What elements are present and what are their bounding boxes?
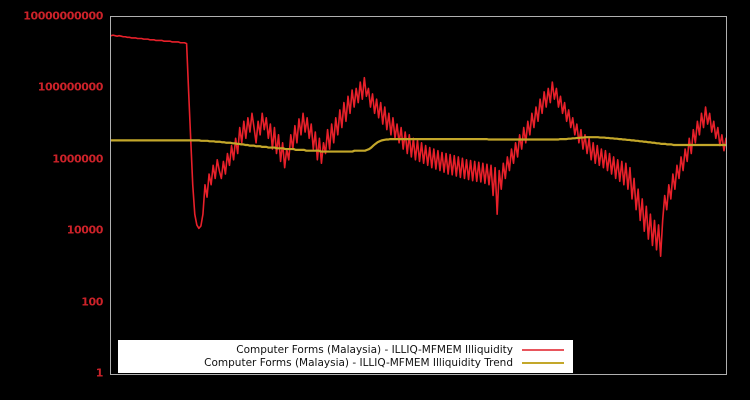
y-axis-tick-label: 1 [95,366,104,380]
y-axis-tick-label: 100 [81,295,103,309]
legend-entry-illiquidity: Computer Forms (Malaysia) - ILLIQ-MFMEM … [125,343,566,356]
legend-entry-illiquidity-trend: Computer Forms (Malaysia) - ILLIQ-MFMEM … [125,356,566,369]
legend-swatch-illiquidity-trend [522,361,564,364]
chart-legend: Computer Forms (Malaysia) - ILLIQ-MFMEM … [118,340,573,373]
y-axis-tick-label: 10000 [66,223,104,237]
y-axis-tick-label: 100000000 [37,80,104,94]
series-line-illiquidity-trend [111,137,726,151]
y-axis-tick-label: 1000000 [52,152,103,166]
plot-area [110,16,727,375]
legend-label-illiquidity: Computer Forms (Malaysia) - ILLIQ-MFMEM … [236,343,513,356]
legend-label-illiquidity-trend: Computer Forms (Malaysia) - ILLIQ-MFMEM … [204,356,513,369]
y-axis-tick-label: 10000000000 [23,9,103,23]
plot-clip [111,17,726,374]
y-axis: 10000000000 100000000 1000000 10000 100 1 [0,0,110,400]
legend-swatch-illiquidity [522,348,564,351]
series-line-illiquidity [111,35,726,256]
plot-svg [111,17,726,374]
